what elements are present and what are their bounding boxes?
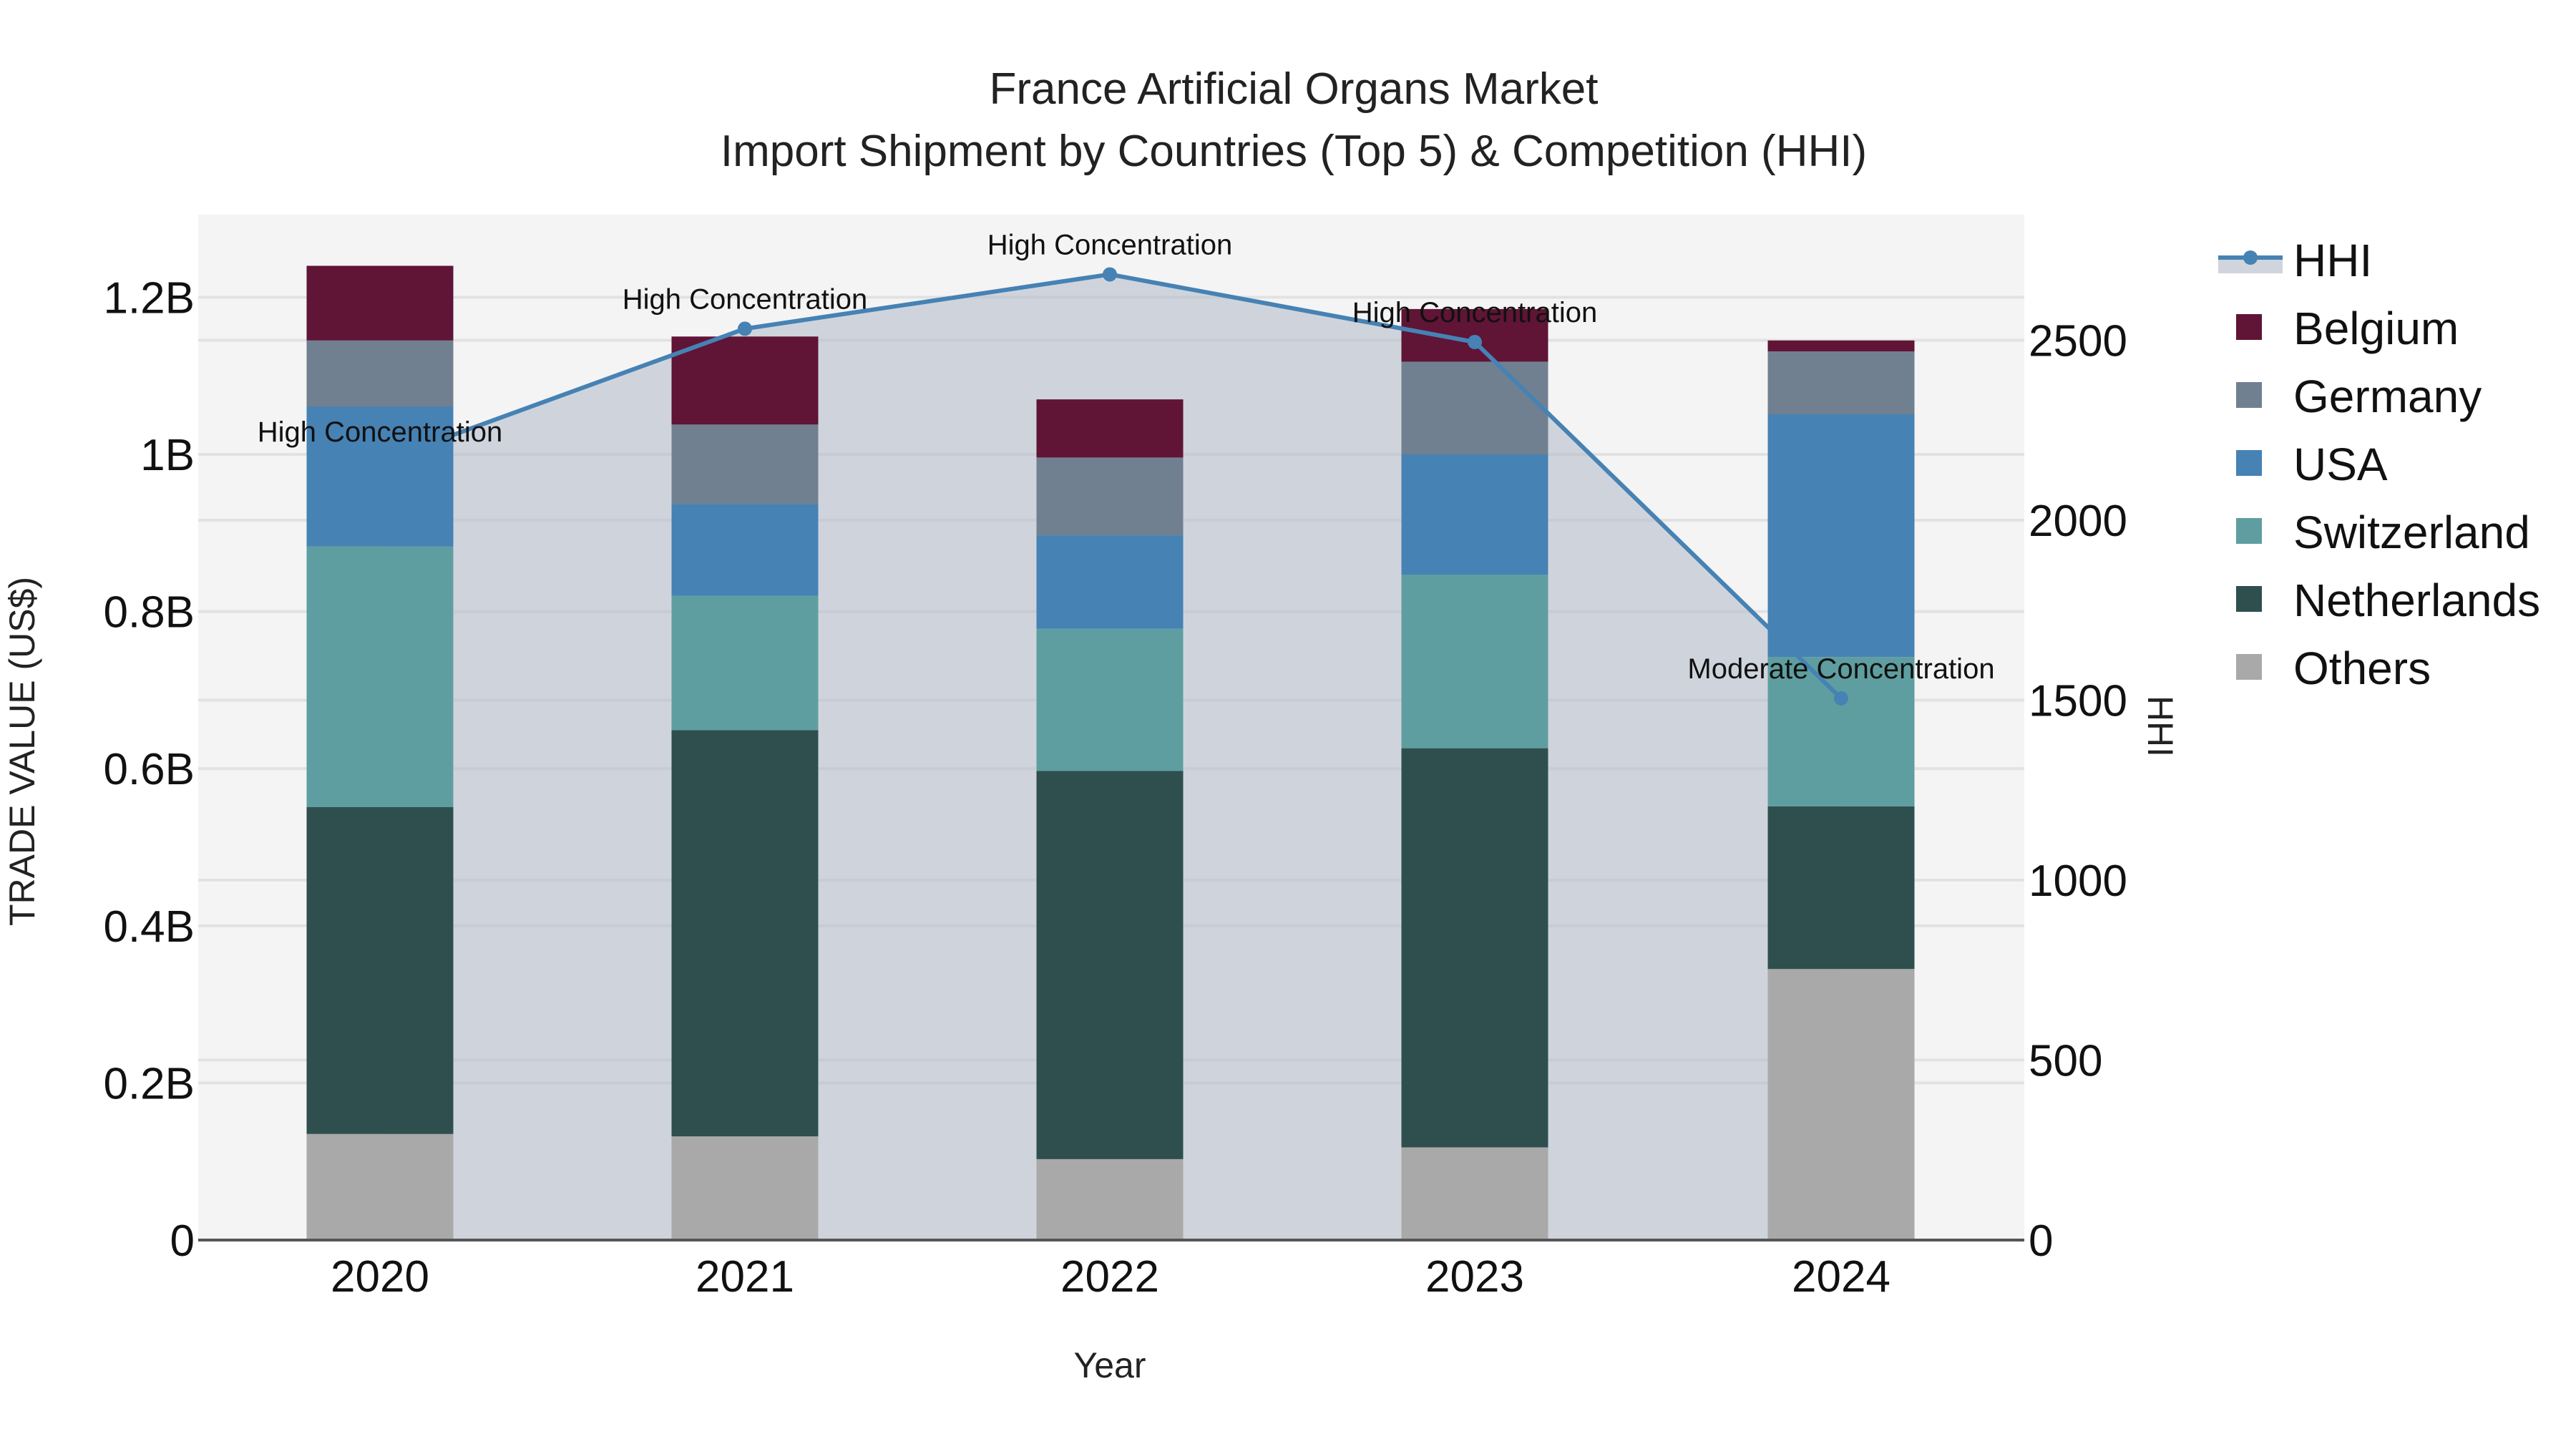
legend-item-hhi[interactable]: HHI [2218, 235, 2372, 286]
left-tick-label: 1B [140, 431, 195, 480]
hhi-marker-2020 [373, 454, 387, 469]
x-axis-ticks: 2020 2021 2022 2023 2024 [331, 1252, 1890, 1302]
stacked-bars [306, 265, 1915, 1240]
bar-segment-germany-2020 [306, 340, 454, 407]
legend-item-usa[interactable]: USA [2236, 439, 2388, 490]
x-tick-label: 2020 [331, 1252, 429, 1302]
bar-segment-netherlands-2021 [671, 730, 819, 1137]
hhi-annotation-2021: High Concentration [623, 283, 867, 315]
hhi-annotations: High Concentration High Concentration High… [258, 229, 1995, 685]
x-tick-label: 2022 [1060, 1252, 1159, 1302]
legend-label: Germany [2293, 371, 2482, 422]
hhi-marker-2023 [1468, 335, 1482, 350]
left-tick-label: 0 [170, 1216, 195, 1266]
bar-segment-switzerland-2020 [306, 546, 454, 808]
legend-hhi-fill-icon [2218, 258, 2283, 273]
left-axis-ticks: 0 0.2B 0.4B 0.6B 0.8B 1B 1.2B [103, 273, 195, 1266]
bar-segment-belgium-2021 [671, 336, 819, 425]
bar-segment-belgium-2022 [1036, 399, 1184, 458]
bar-segment-netherlands-2024 [1767, 806, 1915, 970]
bar-segment-usa-2023 [1401, 454, 1548, 575]
hhi-annotation-2024: Moderate Concentration [1687, 653, 1994, 685]
right-axis-ticks: 0 500 1000 1500 2000 2500 [2029, 317, 2127, 1267]
legend-label: USA [2293, 439, 2388, 490]
legend: HHI Belgium Germany USA Switzerland Netherlan… [2218, 235, 2540, 694]
legend-label: Belgium [2293, 303, 2459, 354]
x-tick-label: 2024 [1792, 1252, 1890, 1302]
bar-segment-switzerland-2024 [1767, 657, 1915, 806]
legend-item-germany[interactable]: Germany [2236, 371, 2482, 422]
bar-segment-netherlands-2023 [1401, 748, 1548, 1148]
legend-item-others[interactable]: Others [2236, 643, 2431, 694]
bar-segment-germany-2022 [1036, 457, 1184, 536]
right-tick-label: 500 [2029, 1037, 2102, 1086]
bar-segment-usa-2022 [1036, 535, 1184, 629]
bar-segment-netherlands-2020 [306, 807, 454, 1134]
x-axis-title: Year [1073, 1345, 1146, 1385]
left-tick-label: 0.4B [103, 902, 195, 952]
hhi-annotation-2023: High Concentration [1352, 297, 1597, 328]
legend-label: Others [2293, 643, 2431, 694]
left-tick-label: 0.6B [103, 745, 195, 794]
left-tick-label: 0.8B [103, 588, 195, 638]
legend-item-netherlands[interactable]: Netherlands [2236, 575, 2540, 626]
bar-segment-others-2020 [306, 1133, 454, 1240]
chart-title-line2: Import Shipment by Countries (Top 5) & C… [721, 127, 1867, 176]
chart-title-line1: France Artificial Organs Market [989, 64, 1598, 114]
left-tick-label: 0.2B [103, 1059, 195, 1108]
bar-segment-switzerland-2021 [671, 595, 819, 731]
legend-swatch-icon [2236, 654, 2262, 680]
x-tick-label: 2021 [696, 1252, 794, 1302]
hhi-annotation-2020: High Concentration [258, 416, 502, 448]
hhi-marker-2021 [738, 321, 752, 336]
bar-segment-netherlands-2022 [1036, 771, 1184, 1159]
hhi-annotation-2022: High Concentration [987, 229, 1232, 260]
bar-segment-others-2024 [1767, 969, 1915, 1240]
legend-item-switzerland[interactable]: Switzerland [2236, 507, 2530, 558]
legend-label: Switzerland [2293, 507, 2530, 558]
bar-segment-belgium-2020 [306, 265, 454, 341]
y-axis-left-title: TRADE VALUE (US$) [2, 577, 42, 926]
right-tick-label: 0 [2029, 1216, 2053, 1266]
bar-segment-usa-2024 [1767, 414, 1915, 658]
legend-label: Netherlands [2293, 575, 2540, 626]
hhi-marker-2024 [1834, 691, 1848, 706]
hhi-marker-2022 [1103, 267, 1117, 282]
legend-swatch-icon [2236, 382, 2262, 408]
bar-segment-usa-2021 [671, 504, 819, 596]
bar-segment-switzerland-2023 [1401, 574, 1548, 748]
legend-swatch-icon [2236, 314, 2262, 340]
bar-segment-others-2023 [1401, 1147, 1548, 1240]
legend-swatch-icon [2236, 450, 2262, 476]
y-axis-right-title: HHI [2140, 696, 2180, 757]
bar-segment-others-2021 [671, 1136, 819, 1240]
legend-item-belgium[interactable]: Belgium [2236, 303, 2459, 354]
bar-segment-belgium-2024 [1767, 340, 1915, 352]
right-tick-label: 2000 [2029, 497, 2127, 546]
hhi-line [373, 267, 1848, 706]
bar-segment-others-2022 [1036, 1158, 1184, 1240]
legend-swatch-icon [2236, 518, 2262, 544]
right-tick-label: 2500 [2029, 317, 2127, 366]
bar-segment-germany-2021 [671, 424, 819, 504]
bar-segment-germany-2024 [1767, 351, 1915, 415]
bar-segment-switzerland-2022 [1036, 628, 1184, 771]
left-tick-label: 1.2B [103, 273, 195, 323]
right-tick-label: 1500 [2029, 677, 2127, 726]
right-tick-label: 1000 [2029, 857, 2127, 906]
legend-label: HHI [2293, 235, 2372, 286]
bar-segment-germany-2023 [1401, 361, 1548, 454]
bar-segment-usa-2020 [306, 406, 454, 547]
legend-marker-icon [2243, 250, 2258, 265]
legend-swatch-icon [2236, 586, 2262, 612]
x-tick-label: 2023 [1425, 1252, 1524, 1302]
